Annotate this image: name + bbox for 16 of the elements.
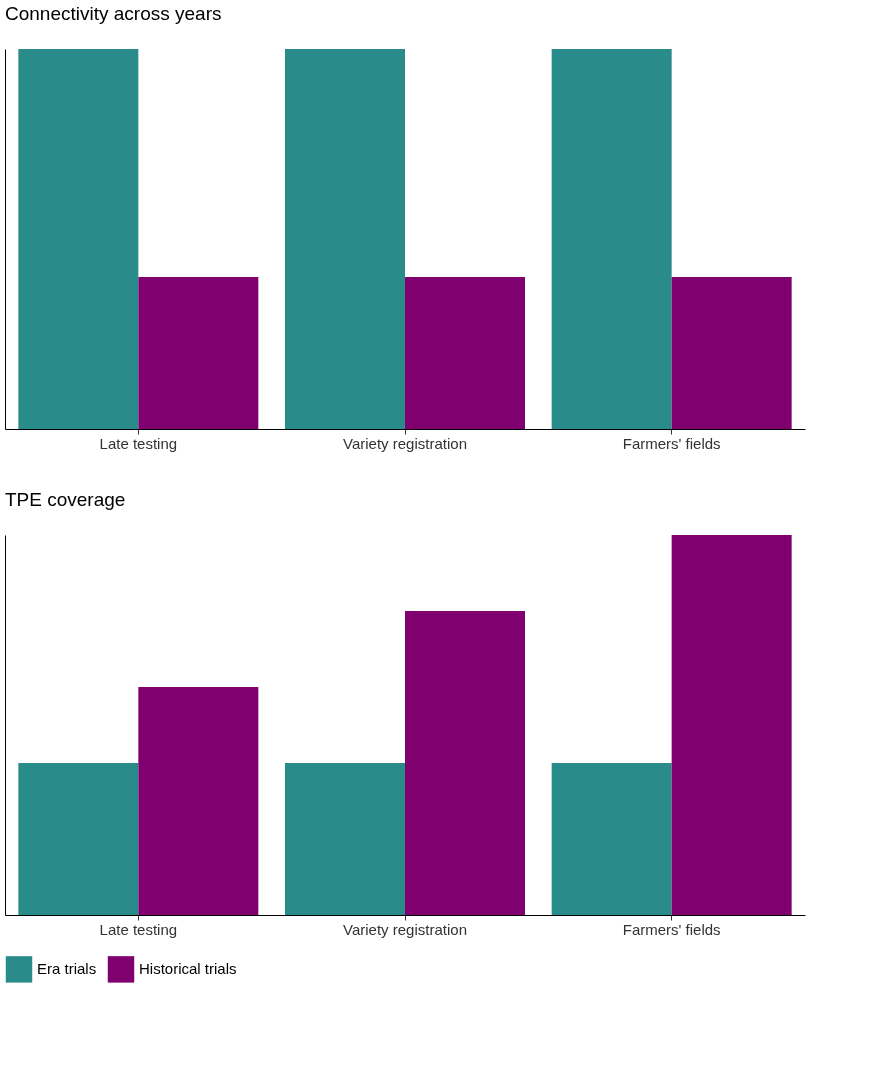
bar [285, 763, 405, 915]
x-tick-label: Variety registration [343, 920, 467, 938]
legend-label: Era trials [37, 960, 97, 978]
bar [405, 611, 525, 915]
chart-title: Connectivity across years [5, 3, 222, 24]
bar [551, 763, 672, 915]
x-tick-label: Farmers' fields [622, 920, 721, 938]
bar [18, 763, 139, 915]
bar [671, 535, 792, 915]
bar [138, 687, 259, 915]
x-tick-label: Late testing [99, 434, 178, 452]
legend-label: Historical trials [139, 960, 237, 978]
chart-title: TPE coverage [5, 489, 126, 510]
x-tick-label: Farmers' fields [622, 434, 721, 452]
x-tick-label: Variety registration [343, 434, 467, 452]
x-tick-label: Late testing [99, 920, 178, 938]
